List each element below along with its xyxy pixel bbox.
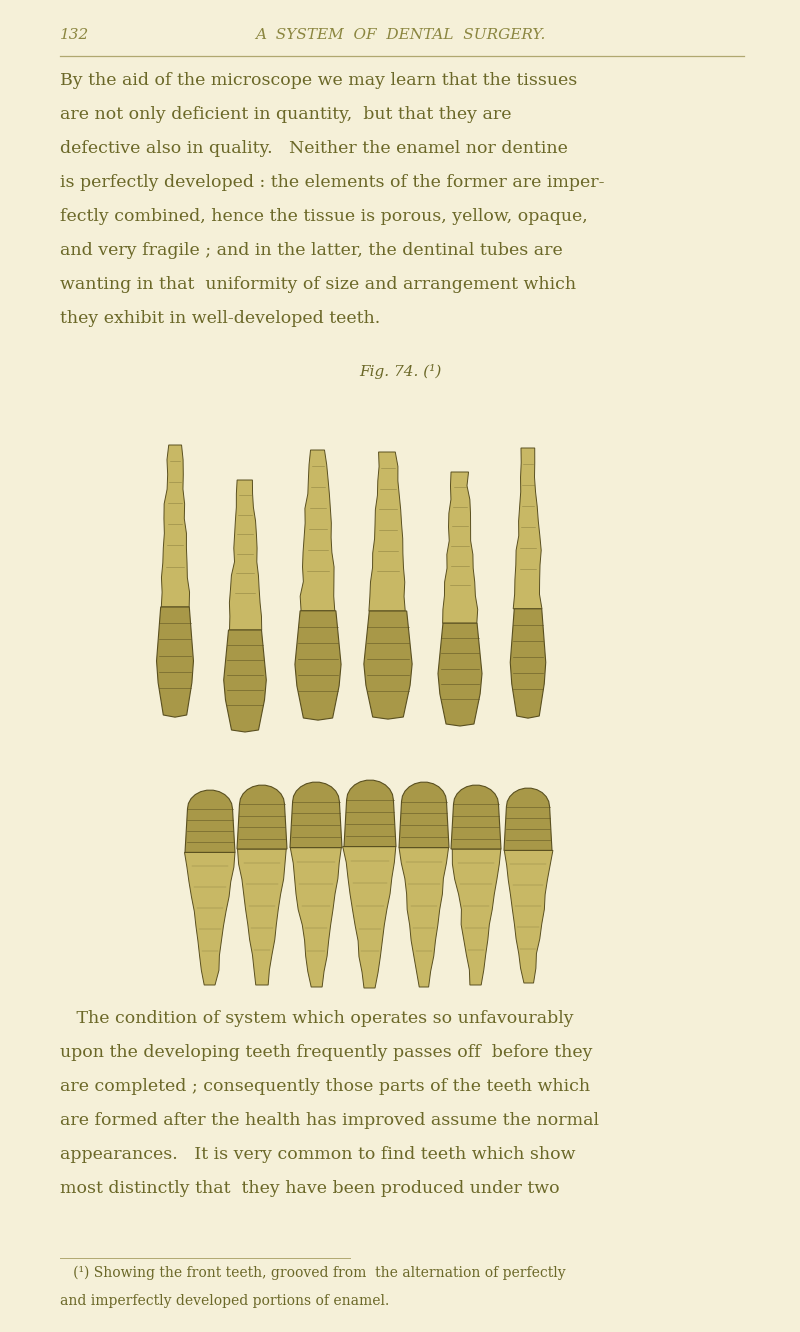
Text: defective also in quality.   Neither the enamel nor dentine: defective also in quality. Neither the e…	[60, 140, 568, 157]
Polygon shape	[295, 611, 341, 721]
Polygon shape	[342, 847, 396, 988]
Text: are formed after the health has improved assume the normal: are formed after the health has improved…	[60, 1112, 599, 1130]
Text: and imperfectly developed portions of enamel.: and imperfectly developed portions of en…	[60, 1293, 390, 1308]
Text: appearances.   It is very common to find teeth which show: appearances. It is very common to find t…	[60, 1146, 575, 1163]
Polygon shape	[399, 847, 449, 987]
Polygon shape	[290, 847, 342, 987]
Polygon shape	[185, 790, 235, 852]
Polygon shape	[230, 480, 262, 630]
Polygon shape	[224, 630, 266, 733]
Polygon shape	[185, 852, 235, 984]
Polygon shape	[300, 450, 334, 611]
Text: wanting in that  uniformity of size and arrangement which: wanting in that uniformity of size and a…	[60, 276, 576, 293]
Polygon shape	[238, 848, 286, 984]
Text: are completed ; consequently those parts of the teeth which: are completed ; consequently those parts…	[60, 1078, 590, 1095]
Text: and very fragile ; and in the latter, the dentinal tubes are: and very fragile ; and in the latter, th…	[60, 242, 562, 258]
Text: most distinctly that  they have been produced under two: most distinctly that they have been prod…	[60, 1180, 560, 1197]
Polygon shape	[442, 472, 478, 623]
Polygon shape	[157, 607, 194, 717]
Text: they exhibit in well-developed teeth.: they exhibit in well-developed teeth.	[60, 310, 380, 326]
Text: A  SYSTEM  OF  DENTAL  SURGERY.: A SYSTEM OF DENTAL SURGERY.	[255, 28, 545, 43]
Polygon shape	[452, 848, 501, 984]
Polygon shape	[514, 448, 542, 609]
Polygon shape	[369, 452, 406, 611]
Polygon shape	[438, 623, 482, 726]
Text: upon the developing teeth frequently passes off  before they: upon the developing teeth frequently pas…	[60, 1044, 593, 1062]
Polygon shape	[162, 445, 190, 607]
Text: Fig. 74. (¹): Fig. 74. (¹)	[359, 364, 441, 380]
Text: are not only deficient in quantity,  but that they are: are not only deficient in quantity, but …	[60, 107, 511, 123]
Text: (¹) Showing the front teeth, grooved from  the alternation of perfectly: (¹) Showing the front teeth, grooved fro…	[60, 1265, 566, 1280]
Polygon shape	[237, 785, 287, 848]
Text: By the aid of the microscope we may learn that the tissues: By the aid of the microscope we may lear…	[60, 72, 578, 89]
Polygon shape	[510, 609, 546, 718]
Text: fectly combined, hence the tissue is porous, yellow, opaque,: fectly combined, hence the tissue is por…	[60, 208, 588, 225]
Polygon shape	[344, 781, 396, 847]
Polygon shape	[504, 850, 553, 983]
Text: The condition of system which operates so unfavourably: The condition of system which operates s…	[60, 1010, 574, 1027]
Polygon shape	[364, 611, 412, 719]
Polygon shape	[290, 782, 342, 847]
Polygon shape	[399, 782, 449, 847]
Polygon shape	[504, 789, 552, 850]
Text: 132: 132	[60, 28, 90, 43]
Text: is perfectly developed : the elements of the former are imper-: is perfectly developed : the elements of…	[60, 174, 605, 190]
Polygon shape	[451, 785, 501, 848]
